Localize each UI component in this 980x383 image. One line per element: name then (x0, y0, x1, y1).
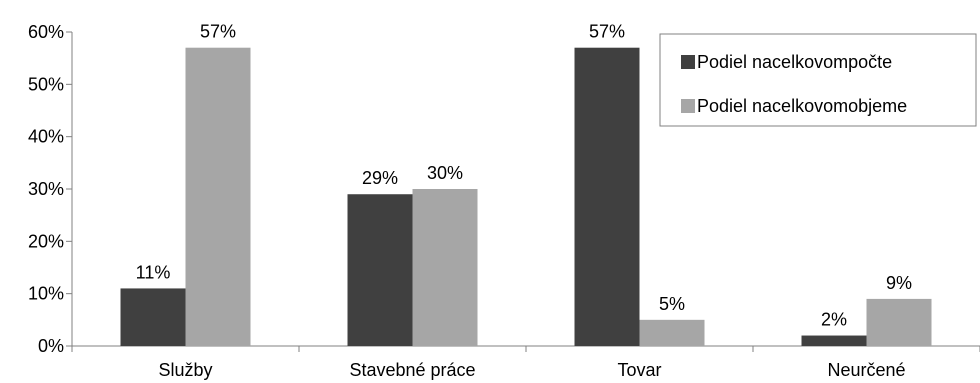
y-tick-label: 20% (28, 231, 64, 251)
y-tick-label: 50% (28, 74, 64, 94)
bars (120, 47, 932, 346)
bar (412, 189, 478, 346)
x-tick-label: Služby (158, 360, 212, 380)
legend-label-volume: Podiel nacelkovomobjeme (697, 96, 907, 116)
data-label: 11% (136, 262, 171, 282)
data-label: 57% (589, 22, 625, 42)
data-label: 57% (200, 22, 236, 42)
x-axis: Služby Stavebné práce Tovar Neurčené (71, 345, 980, 380)
data-labels: 11% 57% 29% 30% 57% 5% 2% 9% (136, 22, 912, 330)
data-label: 2% (821, 310, 847, 330)
bar (347, 194, 413, 346)
x-tick-label: Stavebné práce (349, 360, 475, 380)
legend-swatch-count (681, 55, 695, 69)
bar (866, 298, 932, 346)
y-tick-label: 30% (28, 179, 64, 199)
legend-box (659, 33, 977, 127)
bar (120, 288, 186, 346)
bar (574, 47, 640, 346)
y-tick-label: 40% (28, 127, 64, 147)
legend-swatch-volume (681, 99, 695, 113)
legend: Podiel nacelkovompočte Podiel nacelkovom… (659, 33, 977, 127)
y-tick-label: 0% (38, 336, 64, 356)
data-label: 30% (427, 163, 463, 183)
data-label: 5% (659, 294, 685, 314)
data-label: 9% (886, 273, 912, 293)
y-tick-label: 10% (28, 284, 64, 304)
bar (185, 47, 251, 346)
y-axis: 0% 10% 20% 30% 40% 50% 60% (28, 22, 73, 356)
bar (801, 335, 867, 346)
x-tick-label: Neurčené (827, 360, 905, 380)
x-tick-label: Tovar (617, 360, 661, 380)
y-tick-label: 60% (28, 22, 64, 42)
data-label: 29% (362, 168, 398, 188)
legend-label-count: Podiel nacelkovompočte (697, 52, 892, 72)
bar (639, 319, 705, 346)
